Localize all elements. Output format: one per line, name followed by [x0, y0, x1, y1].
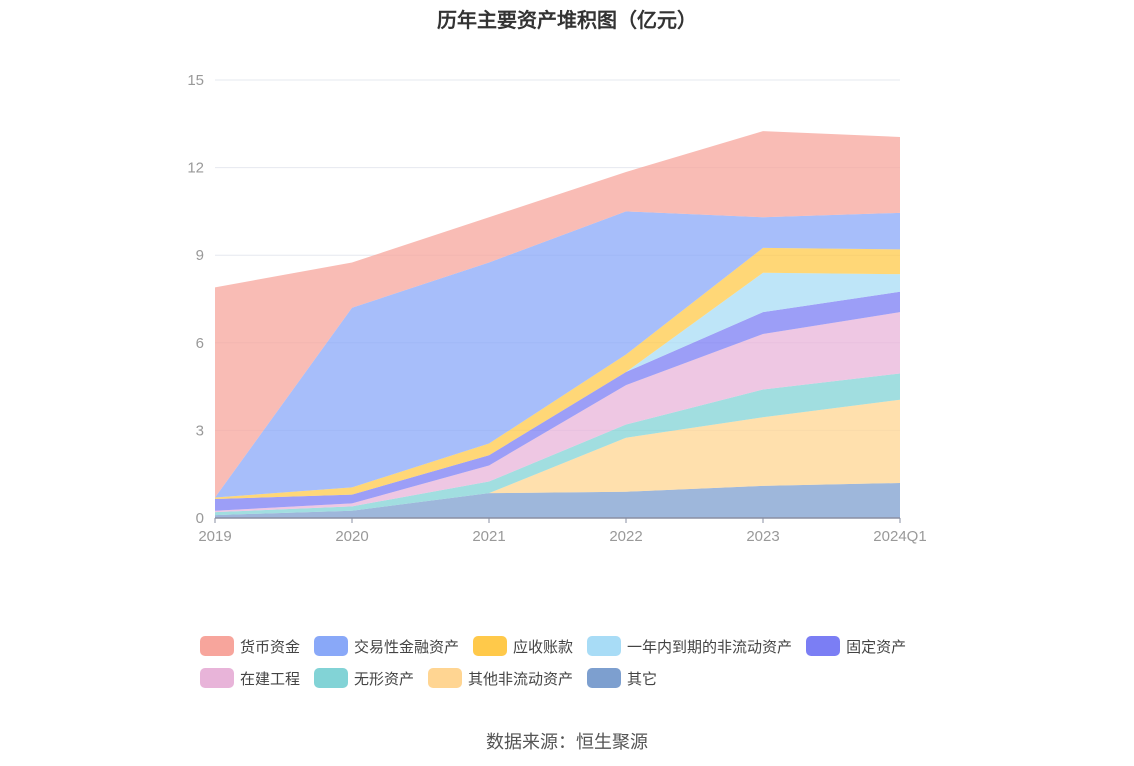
legend-label: 应收账款 — [513, 638, 574, 656]
legend-item[interactable]: 无形资产 — [314, 668, 414, 689]
area-series — [215, 211, 900, 498]
area-series — [215, 399, 900, 516]
y-tick-label: 6 — [196, 335, 204, 352]
legend-swatch — [314, 636, 349, 656]
legend-item[interactable]: 一年内到期的非流动资产 — [587, 636, 792, 657]
legend-row-2: 在建工程 无形资产 其他非流动资产 其它 — [200, 662, 960, 694]
legend-item[interactable]: 交易性金融资产 — [314, 636, 459, 657]
legend-label: 无形资产 — [354, 670, 415, 688]
legend-swatch — [200, 636, 234, 656]
legend-swatch — [428, 668, 463, 688]
legend-label: 其它 — [627, 670, 658, 688]
legend-swatch — [587, 668, 622, 688]
y-tick-label: 15 — [187, 72, 204, 89]
x-tick-label: 2022 — [609, 528, 642, 545]
legend-label: 固定资产 — [846, 638, 907, 656]
legend-label: 一年内到期的非流动资产 — [627, 638, 793, 656]
legend-item[interactable]: 其他非流动资产 — [428, 668, 573, 689]
legend-row-1: 货币资金 交易性金融资产 应收账款 一年内到期的非流动资产 固定资产 — [200, 630, 960, 662]
stacked-area-chart: 0 3 6 9 12 15 2019 2020 2021 2022 2023 2024Q1 — [187, 72, 926, 545]
legend-label: 在建工程 — [240, 670, 301, 688]
x-tick-label: 2023 — [746, 528, 779, 545]
legend-swatch — [473, 636, 508, 656]
area-series — [215, 247, 900, 500]
area-series — [215, 272, 900, 500]
area-series — [215, 482, 900, 518]
y-tick-label: 0 — [196, 510, 204, 527]
x-tick-label: 2024Q1 — [873, 528, 926, 545]
legend-swatch — [587, 636, 622, 656]
area-series — [215, 312, 900, 513]
area-series — [215, 131, 900, 498]
legend-label: 货币资金 — [240, 638, 301, 656]
legend-item[interactable]: 在建工程 — [200, 668, 300, 689]
y-tick-label: 12 — [187, 160, 204, 177]
legend-label: 交易性金融资产 — [354, 638, 460, 656]
legend-label: 其他非流动资产 — [468, 670, 574, 688]
y-tick-label: 3 — [196, 422, 204, 439]
x-tick-label: 2019 — [198, 528, 231, 545]
legend-item[interactable]: 固定资产 — [806, 636, 906, 657]
legend-swatch — [314, 668, 349, 688]
area-series — [215, 373, 900, 516]
x-tick-label: 2020 — [335, 528, 368, 545]
legend-item[interactable]: 其它 — [587, 668, 657, 689]
data-source-note: 数据来源：恒生聚源 — [486, 732, 648, 752]
y-tick-label: 9 — [196, 247, 204, 264]
area-series — [215, 291, 900, 511]
legend-swatch — [200, 668, 234, 688]
legend-swatch — [806, 636, 841, 656]
x-tick-label: 2021 — [472, 528, 505, 545]
chart-legend: 货币资金 交易性金融资产 应收账款 一年内到期的非流动资产 固定资产 在建工程 … — [200, 630, 960, 694]
legend-item[interactable]: 货币资金 — [200, 636, 300, 657]
chart-title: 历年主要资产堆积图（亿元） — [437, 10, 697, 32]
legend-item[interactable]: 应收账款 — [473, 636, 573, 657]
